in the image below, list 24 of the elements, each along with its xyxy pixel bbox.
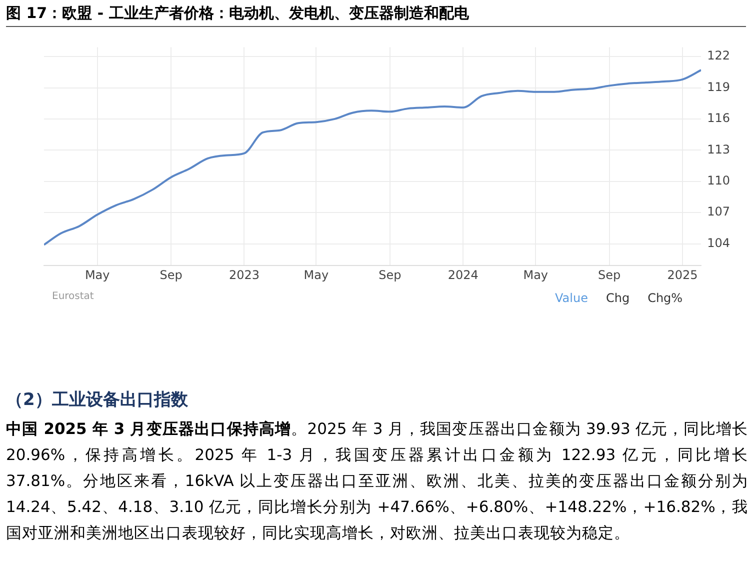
text: Value <box>555 291 588 305</box>
text: Chg% <box>648 291 683 305</box>
y-tick-label: 113 <box>707 142 730 156</box>
x-tick-label: 2023 <box>228 268 260 282</box>
y-tick-label: 116 <box>707 111 730 126</box>
y-tick-label: 110 <box>707 173 730 188</box>
x-tick-label: May <box>84 268 110 282</box>
line-series <box>44 69 702 246</box>
text: （2）工业设备出口指数 <box>6 389 188 411</box>
y-tick-label: 104 <box>707 236 730 250</box>
x-tick-label: Sep <box>160 268 182 282</box>
x-tick-label: 2025 <box>667 268 698 282</box>
y-tick-label: 122 <box>707 48 730 63</box>
y-tick-label: 119 <box>707 80 730 94</box>
y-tick-label: 107 <box>707 204 730 219</box>
x-tick-label: May <box>304 268 329 282</box>
text: 中国 2025 年 3 月变压器出口保持高增 <box>6 420 292 438</box>
x-tick-label: Sep <box>378 268 402 282</box>
x-tick-label: 2024 <box>448 268 478 282</box>
x-tick-label: May <box>523 268 548 282</box>
chart-title: 图 17：欧盟 - 工业生产者价格：电动机、发电机、变压器制造和配电 <box>6 4 746 27</box>
x-tick-label: Sep <box>598 268 621 282</box>
text: Chg <box>606 291 630 305</box>
text: Eurostat <box>52 291 94 302</box>
